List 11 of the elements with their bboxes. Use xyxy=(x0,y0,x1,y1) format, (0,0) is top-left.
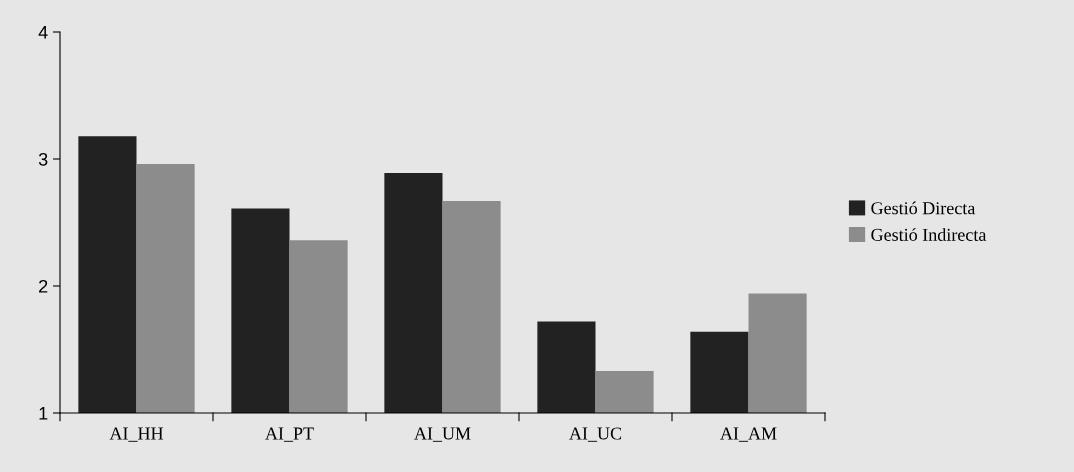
legend-label: Gestió Directa xyxy=(871,201,976,215)
x-tick-label: AI_PT xyxy=(265,427,314,442)
y-tick-label: 2 xyxy=(39,279,48,293)
x-tick-label: AI_UC xyxy=(569,427,622,442)
x-tick-label: AI_UM xyxy=(414,427,471,442)
x-tick-label: AI_AM xyxy=(720,427,777,442)
legend-label: Gestió Indirecta xyxy=(871,228,987,241)
y-tick-label: 4 xyxy=(38,26,48,39)
x-tick-label: AI_HH xyxy=(109,427,164,442)
y-tick-label: 3 xyxy=(38,152,48,166)
y-tick-label: 1 xyxy=(39,407,48,420)
